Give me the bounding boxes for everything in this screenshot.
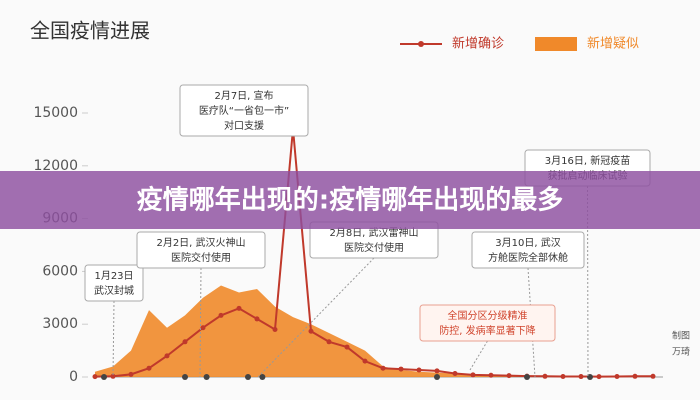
event-dot — [245, 374, 251, 380]
annotation-text: 全国分区分级精准 — [448, 309, 528, 322]
event-dot — [259, 374, 266, 380]
annotation-text: 防控, 发病率显著下降 — [439, 324, 535, 337]
point — [452, 370, 458, 376]
point — [272, 326, 278, 332]
annotation-text: 医院交付使用 — [171, 251, 231, 264]
y-tick-label: 3000 — [42, 316, 78, 332]
annotation-box — [179, 84, 309, 137]
point — [254, 316, 260, 322]
point — [650, 373, 656, 379]
legend-dot — [418, 41, 424, 47]
event-dot — [101, 374, 107, 380]
legend-label: 新增确诊 — [452, 36, 504, 52]
point — [416, 367, 422, 373]
annotation-text: 2月8日, 武汉雷神山 — [329, 226, 418, 239]
annotation-text: 3月10日, 武汉 — [495, 236, 560, 249]
point — [128, 371, 134, 377]
point — [596, 374, 602, 380]
annotation-leader — [469, 340, 488, 371]
point — [110, 373, 116, 379]
point — [506, 373, 512, 379]
y-tick-label: 15000 — [33, 105, 78, 121]
y-tick-label: 6000 — [42, 263, 78, 279]
point — [560, 373, 566, 379]
point — [614, 373, 620, 379]
point — [434, 368, 440, 374]
annotation-box — [136, 231, 266, 269]
event-dot — [587, 374, 593, 380]
point — [236, 305, 242, 311]
point — [164, 353, 170, 359]
point — [182, 339, 188, 345]
banner-text: 疫情哪年出现的:疫情哪年出现的最多 — [137, 185, 563, 216]
event-dot — [203, 374, 210, 380]
line — [94, 128, 653, 378]
point — [542, 373, 548, 379]
annotation-text: 对口支援 — [224, 119, 264, 132]
annotation-text: 2月2日, 武汉火神山 — [156, 236, 245, 249]
point — [470, 372, 476, 378]
event-dot — [182, 374, 188, 380]
legend-label: 新增疑似 — [587, 36, 639, 52]
annotation-text: 医院交付使用 — [344, 241, 404, 254]
point — [398, 366, 404, 372]
annotation-box — [84, 264, 144, 302]
annotation-text: 医疗队“一省包一市” — [199, 104, 289, 117]
credit: 万琦 — [672, 347, 690, 358]
annotation-text: 3月16日, 新冠疫苗 — [545, 154, 630, 167]
event-dot — [524, 374, 530, 380]
credit: 制图 — [672, 330, 690, 342]
chart-title: 全国疫情进展 — [30, 19, 150, 43]
annotation-leader — [112, 300, 115, 378]
y-tick-label: 0 — [69, 369, 78, 385]
point — [380, 365, 386, 371]
annotation-box — [419, 304, 556, 342]
annotation-text: 2月7日, 宣布 — [214, 89, 273, 102]
legend-swatch — [535, 37, 577, 51]
annotation-text: 方舱医院全部休舱 — [488, 251, 568, 264]
point — [344, 344, 350, 350]
area — [95, 285, 653, 377]
point — [200, 325, 206, 331]
point — [326, 339, 332, 345]
point — [146, 365, 152, 371]
annotation-text: 武汉封城 — [94, 284, 134, 297]
point — [632, 373, 638, 379]
point — [308, 328, 314, 334]
point — [362, 358, 368, 364]
banner — [0, 171, 700, 229]
point — [92, 374, 98, 380]
annotation-text: 1月23日 — [94, 270, 133, 282]
point — [578, 374, 584, 380]
y-tick-label: 12000 — [33, 158, 78, 174]
event-dot — [434, 374, 440, 380]
annotation-box — [471, 231, 585, 269]
point — [488, 372, 494, 378]
point — [218, 312, 224, 318]
